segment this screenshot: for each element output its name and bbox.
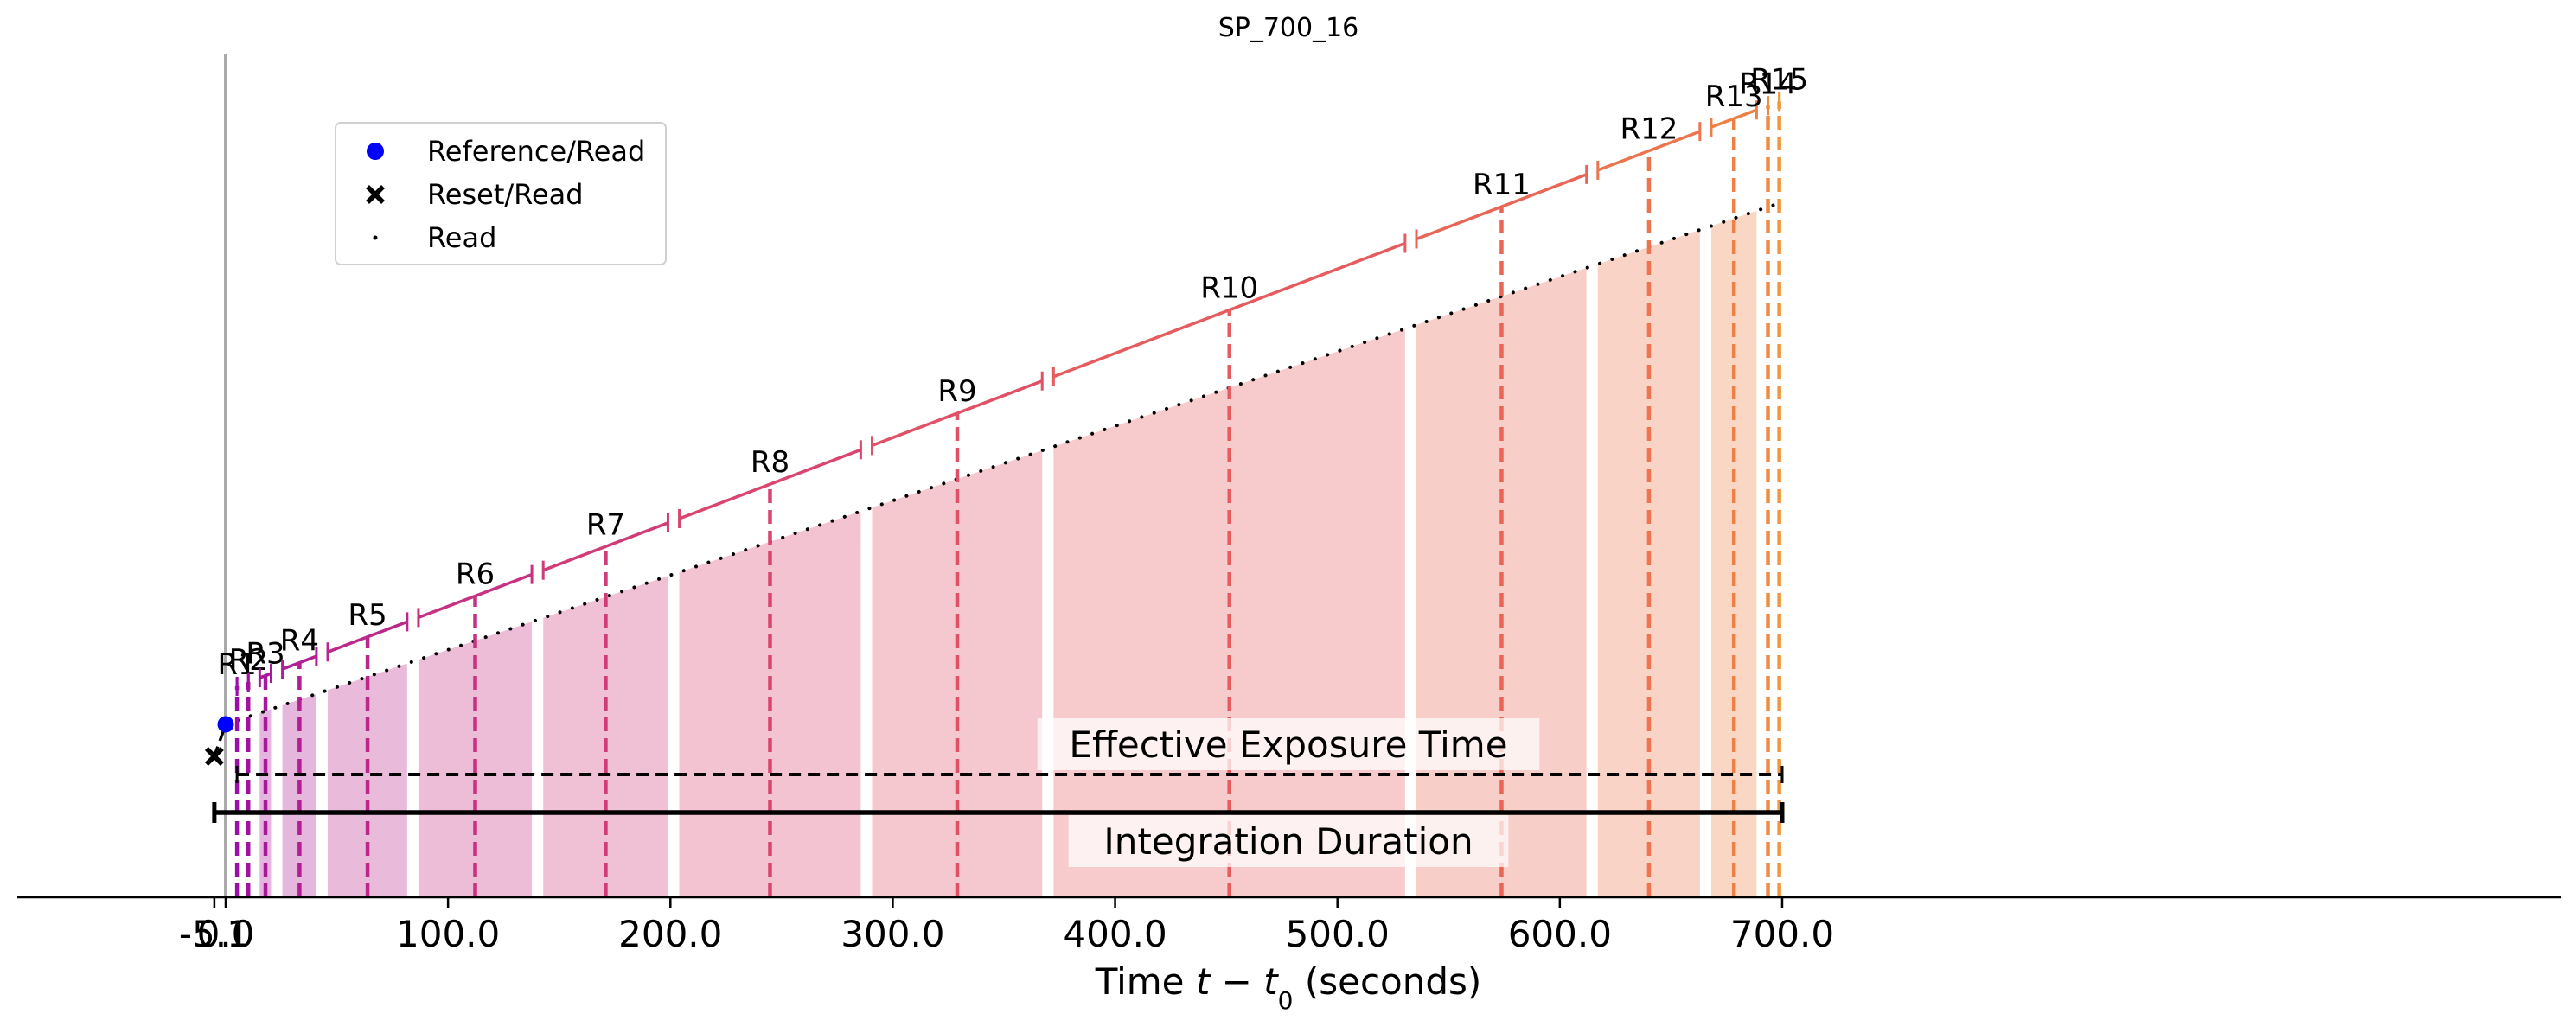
resultant-label-r7: R7 — [586, 507, 625, 542]
resultant-label-r9: R9 — [937, 374, 976, 409]
x-axis-label-sub: 0 — [1278, 986, 1294, 1015]
x-tick-label-6: 500.0 — [1286, 913, 1390, 955]
x-tick-label-3: 200.0 — [618, 913, 722, 955]
read-dotted-line — [224, 200, 1784, 726]
group-duration-bars: Effective Exposure Time Integration Durat… — [212, 718, 1785, 867]
x-axis-label-main: Time — [1095, 960, 1196, 1003]
reset-read-marker — [204, 747, 224, 766]
legend-marker-read — [373, 235, 378, 240]
shade-r7 — [543, 576, 668, 897]
resultant-segment-r5 — [327, 620, 408, 653]
resultant-label-r8: R8 — [751, 445, 789, 480]
resultant-label-r11: R11 — [1473, 168, 1531, 202]
group-read-line — [204, 200, 1784, 766]
x-axis-label: Time t − t0 (seconds) — [1095, 960, 1482, 1015]
resultant-segment-r3 — [259, 672, 272, 679]
resultant-segment-r6 — [418, 573, 533, 620]
resultant-segment-r10 — [1052, 241, 1406, 379]
legend-label-2: Read — [427, 221, 496, 254]
resultant-segment-r7 — [542, 521, 669, 572]
legend-marker-reference-read — [367, 143, 384, 160]
legend: Reference/Read Reset/Read Read — [335, 122, 667, 265]
resultant-segment-r13 — [1710, 108, 1758, 129]
x-tick-label-0: -5.1 — [179, 913, 250, 955]
x-axis-label-end: (seconds) — [1294, 960, 1482, 1003]
shade-r4 — [282, 693, 316, 897]
legend-marker-reset-read — [366, 185, 385, 204]
resultant-label-r10: R10 — [1200, 271, 1258, 306]
x-axis-label-math: t − t — [1196, 960, 1279, 1003]
resultant-segment-r8 — [678, 448, 862, 520]
legend-label-1: Reset/Read — [427, 178, 584, 211]
integration-duration-label-box — [1068, 815, 1509, 867]
resultant-label-r14: R14 — [1739, 67, 1797, 101]
effective-exposure-label: Effective Exposure Time — [1069, 724, 1507, 766]
shade-r9 — [872, 450, 1043, 897]
x-tick-label-4: 300.0 — [841, 913, 944, 955]
resultant-segment-r11 — [1416, 173, 1588, 241]
x-tick-label-1: 0.0 — [197, 913, 255, 955]
resultant-label-r4: R4 — [280, 624, 319, 659]
reference-read-marker — [217, 716, 234, 733]
reset-to-reference-line — [213, 724, 227, 757]
group-fills — [259, 210, 1757, 897]
resultant-label-r6: R6 — [456, 558, 495, 592]
x-tick-label-5: 400.0 — [1063, 913, 1167, 955]
resultant-label-r5: R5 — [348, 598, 387, 633]
integration-duration-label: Integration Duration — [1103, 820, 1473, 863]
x-tick-label-2: 100.0 — [396, 913, 500, 955]
legend-label-0: Reference/Read — [427, 135, 645, 168]
resultant-label-r2: R2 — [229, 643, 268, 678]
legend-frame — [335, 122, 667, 265]
resultant-label-r1: R1 — [217, 647, 256, 682]
chart-title: SP_700_16 — [1218, 13, 1359, 43]
resultant-label-r15: R15 — [1750, 62, 1808, 97]
x-tick-label-8: 700.0 — [1730, 913, 1834, 955]
resultant-segment-r9 — [871, 379, 1043, 448]
resultant-label-r13: R13 — [1705, 80, 1763, 114]
resultant-label-r12: R12 — [1620, 112, 1678, 146]
x-tick-label-7: 600.0 — [1508, 913, 1612, 955]
group-x-axis: -5.10.0 100.0 200.0 300.0 400.0 500.0 600.0 700… — [17, 896, 2561, 955]
effective-exposure-label-box — [1037, 718, 1540, 770]
resultant-segment-r12 — [1597, 130, 1701, 172]
resultant-label-r3: R3 — [246, 637, 284, 672]
resultant-segment-r4 — [281, 654, 317, 671]
